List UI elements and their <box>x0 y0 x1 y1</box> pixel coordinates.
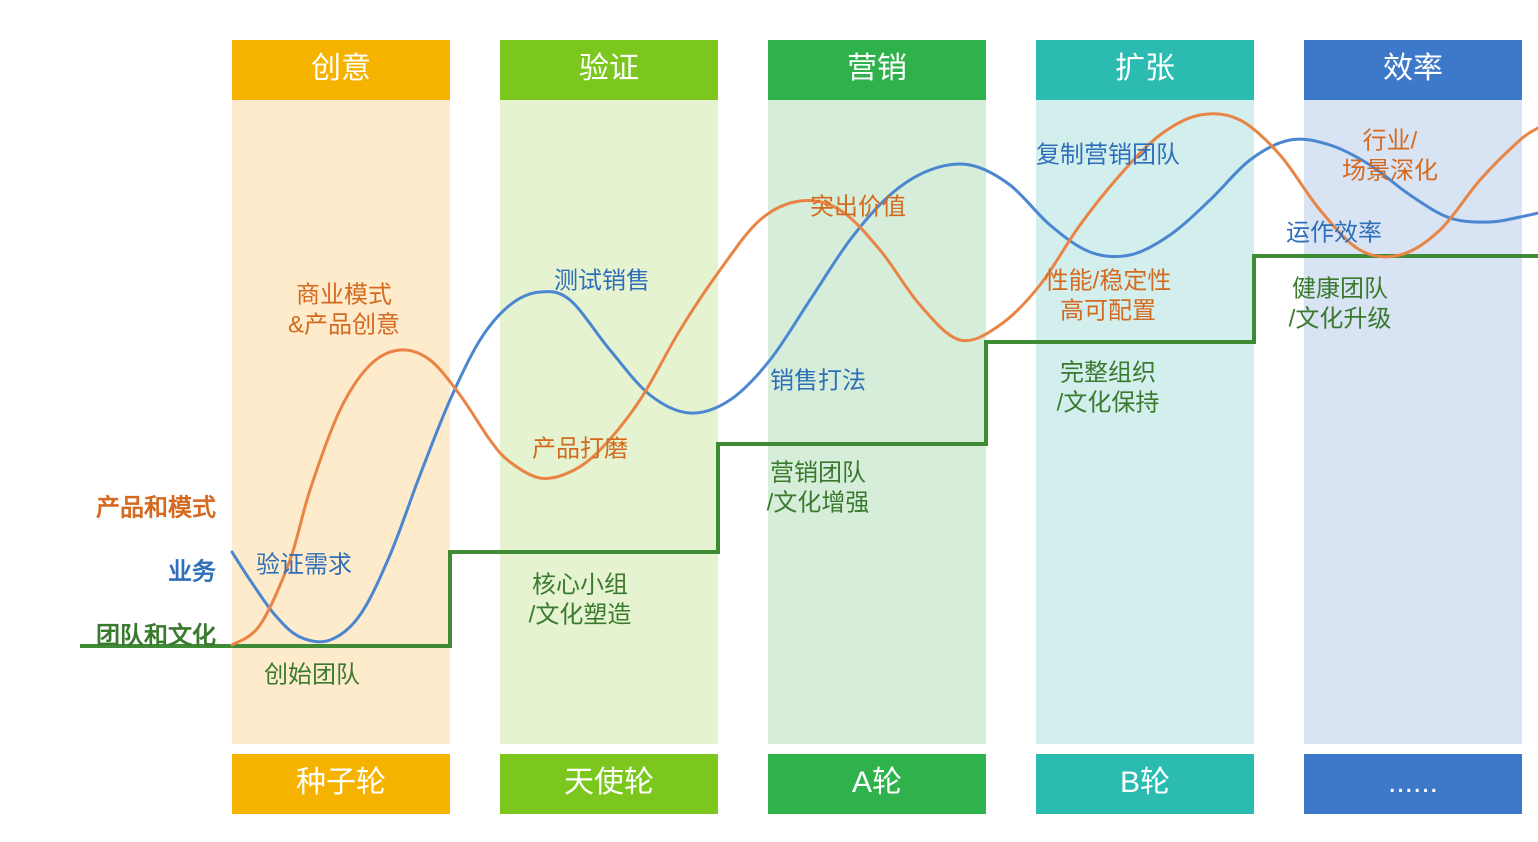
annotation-14: 高可配置 <box>1060 297 1156 324</box>
column-header-label-4: 效率 <box>1383 52 1443 85</box>
annotation-3: 创始团队 <box>264 661 360 688</box>
annotation-13: 性能/稳定性 <box>1045 267 1172 294</box>
column-footer-label-3: B轮 <box>1120 766 1170 799</box>
column-header-label-2: 营销 <box>847 52 907 85</box>
annotation-9: 销售打法 <box>770 367 866 394</box>
annotation-7: /文化塑造 <box>529 601 632 628</box>
annotation-10: 营销团队 <box>770 459 866 486</box>
column-header-label-0: 创意 <box>311 52 371 85</box>
diagram-root: 创意种子轮 验证天使轮 营销 A轮 扩张 B轮 效率...... 产品和模式业务团队和文化 商业… <box>0 0 1538 842</box>
annotation-19: 运作效率 <box>1286 219 1382 246</box>
column-footer-label-4: ...... <box>1388 766 1438 799</box>
annotation-2: 验证需求 <box>256 551 352 578</box>
annotation-8: 突出价值 <box>810 193 906 220</box>
column-footer-label-1: 天使轮 <box>564 766 654 799</box>
column-footer-label-2: A轮 <box>852 766 902 799</box>
annotation-17: 行业/ <box>1363 127 1418 154</box>
annotation-4: 测试销售 <box>554 267 650 294</box>
legend-label-1: 业务 <box>168 557 217 585</box>
column-header-label-3: 扩张 <box>1115 52 1175 85</box>
column-body-3 <box>1036 100 1254 744</box>
column-header-label-1: 验证 <box>579 52 639 85</box>
column-body-1 <box>500 100 718 744</box>
annotation-21: /文化升级 <box>1289 305 1392 332</box>
annotation-0: 商业模式 <box>296 281 392 308</box>
annotation-15: 完整组织 <box>1060 359 1156 386</box>
annotation-6: 核心小组 <box>532 571 628 598</box>
annotation-5: 产品打磨 <box>532 435 628 462</box>
annotation-12: 复制营销团队 <box>1036 141 1180 168</box>
annotation-18: 场景深化 <box>1342 157 1438 184</box>
diagram-svg: 创意种子轮 验证天使轮 营销 A轮 扩张 B轮 效率...... 产品和模式业务团队和文化 商业… <box>0 0 1538 842</box>
column-footer-label-0: 种子轮 <box>296 766 386 799</box>
annotation-20: 健康团队 <box>1292 275 1388 302</box>
annotation-11: /文化增强 <box>767 489 870 516</box>
annotation-1: &产品创意 <box>288 311 400 338</box>
legend-label-2: 团队和文化 <box>96 621 216 649</box>
annotation-16: /文化保持 <box>1057 389 1160 416</box>
legend-label-0: 产品和模式 <box>96 493 216 521</box>
